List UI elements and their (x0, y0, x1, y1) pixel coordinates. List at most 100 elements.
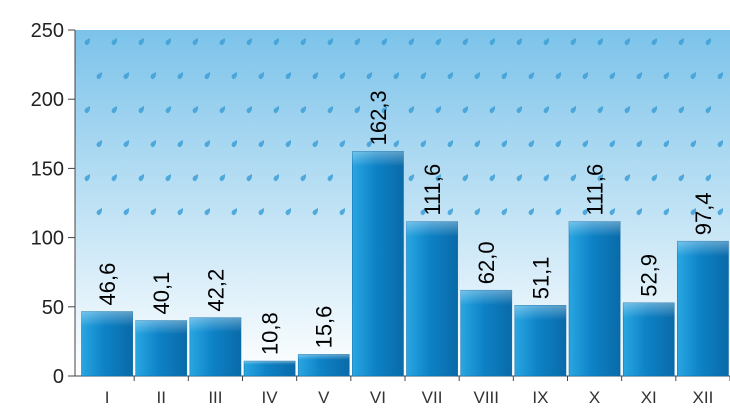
raindrop-icon (690, 72, 697, 80)
raindrop-icon (285, 208, 292, 216)
x-category-label: VII (422, 388, 443, 407)
raindrop-icon (285, 72, 292, 80)
raindrop-icon (543, 38, 550, 46)
raindrop-icon (339, 208, 346, 216)
raindrop-icon (624, 38, 631, 46)
raindrop-icon (447, 72, 454, 80)
raindrop-icon (663, 140, 670, 148)
raindrop-icon (204, 208, 211, 216)
raindrop-icon (582, 208, 589, 216)
raindrop-icon (555, 208, 562, 216)
raindrop-icon (177, 208, 184, 216)
raindrop-icon (435, 106, 442, 114)
raindrop-icon (462, 106, 469, 114)
raindrop-icon (543, 174, 550, 182)
raindrop-icon (150, 72, 157, 80)
raindrop-icon (381, 106, 388, 114)
raindrop-icon (177, 140, 184, 148)
raindrop-icon (354, 38, 361, 46)
y-tick-label: 50 (42, 297, 64, 319)
raindrop-icon (690, 140, 697, 148)
raindrop-icon (609, 72, 616, 80)
x-category-label: IV (262, 388, 279, 407)
raindrop-icon (165, 38, 172, 46)
raindrop-icon (192, 106, 199, 114)
raindrop-icon (393, 140, 400, 148)
raindrop-icon (312, 208, 319, 216)
x-category-label: I (105, 388, 110, 407)
raindrop-icon (204, 72, 211, 80)
raindrop-icon (123, 208, 130, 216)
raindrop-icon (717, 72, 724, 80)
raindrop-icon (231, 72, 238, 80)
raindrop-icon (663, 72, 670, 80)
data-label: 52,9 (637, 254, 662, 297)
raindrop-icon (582, 72, 589, 80)
raindrop-icon (570, 38, 577, 46)
raindrop-icon (678, 38, 685, 46)
raindrop-icon (111, 106, 118, 114)
raindrop-icon (609, 140, 616, 148)
raindrop-icon (300, 38, 307, 46)
raindrop-icon (489, 106, 496, 114)
raindrop-icon (705, 38, 712, 46)
y-tick-label: 200 (31, 89, 64, 111)
raindrop-icon (516, 38, 523, 46)
raindrop-icon (285, 140, 292, 148)
raindrop-icon (111, 38, 118, 46)
x-category-label: XI (641, 388, 657, 407)
raindrop-icon (528, 208, 535, 216)
raindrop-icon (408, 38, 415, 46)
bar-highlight (298, 354, 350, 376)
raindrop-icon (717, 140, 724, 148)
raindrop-icon (501, 72, 508, 80)
raindrop-icon (219, 174, 226, 182)
raindrop-icon (84, 106, 91, 114)
raindrop-icon (165, 174, 172, 182)
x-category-label: II (157, 388, 166, 407)
raindrop-icon (366, 72, 373, 80)
raindrop-icon (312, 72, 319, 80)
raindrop-icon (258, 208, 265, 216)
raindrop-icon (474, 72, 481, 80)
data-label: 51,1 (528, 256, 553, 299)
data-label: 97,4 (691, 192, 716, 235)
raindrop-icon (138, 106, 145, 114)
y-tick-labels: 0 50 100 150 200 250 (31, 20, 64, 388)
bar-highlight (244, 361, 296, 376)
x-category-label: III (208, 388, 222, 407)
raindrop-icon (462, 38, 469, 46)
raindrop-icon (570, 106, 577, 114)
raindrop-icon (246, 38, 253, 46)
raindrop-icon (420, 208, 427, 216)
data-label: 111,6 (583, 164, 608, 216)
bar-highlight (623, 302, 675, 363)
raindrop-icon (192, 174, 199, 182)
bar-highlight (352, 151, 404, 212)
raindrop-icon (150, 140, 157, 148)
raindrop-icon (570, 174, 577, 182)
raindrop-icon (123, 72, 130, 80)
raindrop-icon (555, 72, 562, 80)
raindrop-icon (489, 174, 496, 182)
y-tick-label: 0 (53, 366, 64, 388)
raindrop-icon (717, 208, 724, 216)
raindrop-icon (636, 140, 643, 148)
x-category-label: VIII (473, 388, 499, 407)
raindrop-icon (192, 38, 199, 46)
raindrop-icon (84, 174, 91, 182)
raindrop-icon (327, 106, 334, 114)
raindrop-icon (597, 106, 604, 114)
raindrop-icon (96, 72, 103, 80)
raindrop-icon (150, 208, 157, 216)
raindrop-icon (597, 38, 604, 46)
data-label: 46,6 (95, 263, 120, 306)
raindrop-icon (516, 106, 523, 114)
raindrop-icon (690, 208, 697, 216)
raindrop-icon (123, 140, 130, 148)
raindrop-icon (474, 140, 481, 148)
raindrop-icon (516, 174, 523, 182)
raindrop-icon (246, 106, 253, 114)
raindrop-icon (339, 140, 346, 148)
raindrop-icon (582, 140, 589, 148)
